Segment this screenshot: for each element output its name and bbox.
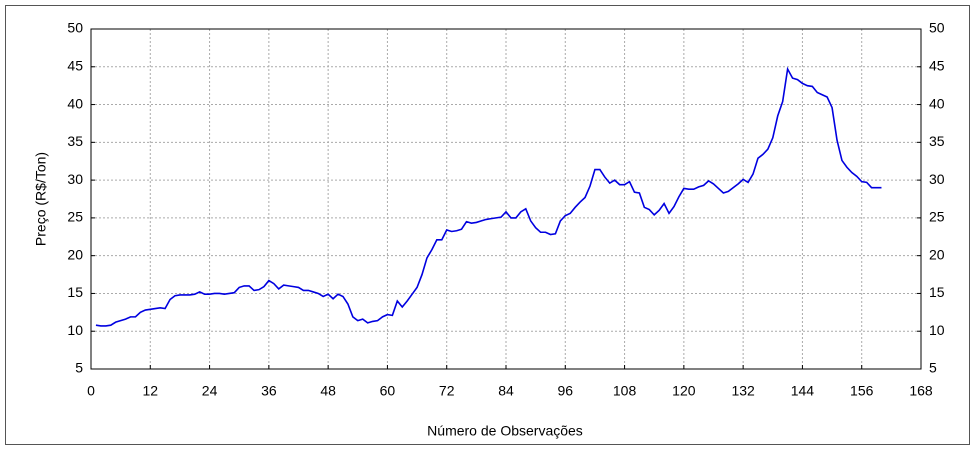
x-tick-label: 132: [731, 383, 755, 399]
outer-frame: [5, 5, 970, 445]
x-tick-label: 168: [909, 383, 933, 399]
y-tick-label: 35: [67, 133, 83, 149]
x-tick-label: 12: [142, 383, 158, 399]
x-tick-label: 108: [613, 383, 637, 399]
y-axis-label: Preço (R$/Ton): [33, 152, 49, 246]
y2-tick-label: 50: [929, 20, 945, 36]
y-tick-label: 10: [67, 322, 83, 338]
y-tick-label: 20: [67, 246, 83, 262]
y-tick-label: 15: [67, 284, 83, 300]
x-tick-label: 96: [557, 383, 573, 399]
plot-frame: [90, 28, 922, 370]
x-tick-label: 60: [380, 383, 396, 399]
x-axis-label: Número de Observações: [427, 423, 583, 439]
x-tick-label: 36: [261, 383, 277, 399]
y-tick-label: 40: [67, 95, 83, 111]
y-tick-label: 5: [75, 360, 83, 376]
line-series: [95, 66, 882, 327]
y-tick-label: 30: [67, 171, 83, 187]
y2-tick-label: 30: [929, 171, 945, 187]
y2-tick-label: 25: [929, 209, 945, 225]
x-tick-label: 120: [672, 383, 696, 399]
y-tick-label: 25: [67, 209, 83, 225]
y2-tick-label: 40: [929, 95, 945, 111]
x-tick-label: 156: [850, 383, 874, 399]
y2-tick-label: 5: [929, 360, 937, 376]
y-tick-label: 50: [67, 20, 83, 36]
x-tick-label: 48: [320, 383, 336, 399]
x-tick-label: 0: [87, 383, 95, 399]
x-tick-label: 24: [202, 383, 218, 399]
y2-tick-label: 15: [929, 284, 945, 300]
x-tick-label: 144: [791, 383, 815, 399]
y2-tick-label: 45: [929, 57, 945, 73]
y2-tick-label: 35: [929, 133, 945, 149]
y-tick-label: 45: [67, 57, 83, 73]
y2-tick-label: 10: [929, 322, 945, 338]
x-tick-label: 72: [439, 383, 455, 399]
x-tick-label: 84: [498, 383, 514, 399]
y2-tick-label: 20: [929, 246, 945, 262]
